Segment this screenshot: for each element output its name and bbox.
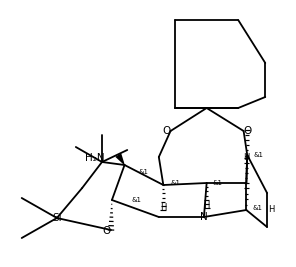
Text: Si: Si — [52, 213, 62, 223]
Text: &1: &1 — [132, 197, 142, 203]
Text: &1: &1 — [254, 152, 263, 158]
Text: H: H — [160, 202, 167, 211]
Text: H: H — [243, 154, 250, 163]
Text: &1: &1 — [213, 180, 223, 186]
Text: H: H — [268, 206, 274, 214]
Text: &1: &1 — [252, 205, 263, 211]
Text: O: O — [162, 126, 170, 136]
Text: &1: &1 — [139, 169, 149, 175]
Text: &1: &1 — [170, 180, 181, 186]
Text: H₂N: H₂N — [85, 153, 105, 163]
Text: O: O — [103, 226, 111, 236]
Text: O: O — [244, 126, 252, 136]
Polygon shape — [115, 153, 125, 165]
Text: N: N — [200, 212, 208, 222]
Text: H: H — [203, 202, 210, 210]
